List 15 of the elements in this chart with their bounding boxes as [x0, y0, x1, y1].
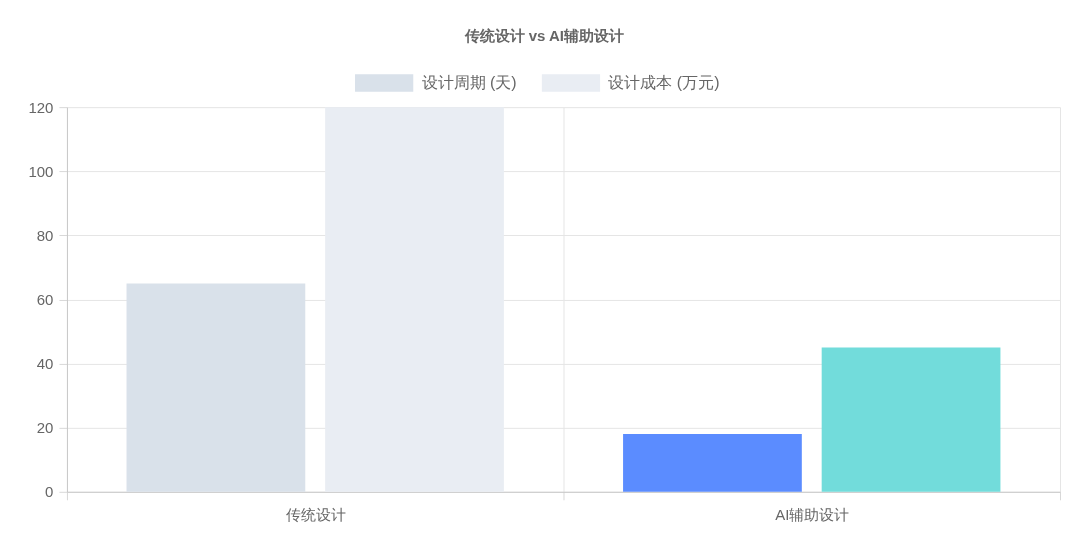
y-tick-label: 80 — [36, 226, 54, 244]
legend-label: 设计周期 (天) — [421, 74, 517, 92]
bar — [623, 434, 802, 492]
y-tick-label: 120 — [28, 98, 54, 116]
bar — [325, 107, 504, 492]
y-tick-label: 100 — [28, 162, 54, 180]
y-tick-label: 20 — [36, 419, 54, 437]
bar — [821, 347, 1001, 492]
legend-label: 设计成本 (万元) — [608, 74, 720, 92]
x-tick-label: 传统设计 — [285, 506, 346, 524]
chart-title: 传统设计 vs AI辅助设计 — [463, 27, 624, 45]
y-tick-label: 40 — [36, 355, 54, 373]
y-tick-label: 60 — [36, 290, 54, 308]
y-tick-label: 0 — [45, 483, 54, 501]
x-tick-label: AI辅助设计 — [775, 506, 850, 524]
